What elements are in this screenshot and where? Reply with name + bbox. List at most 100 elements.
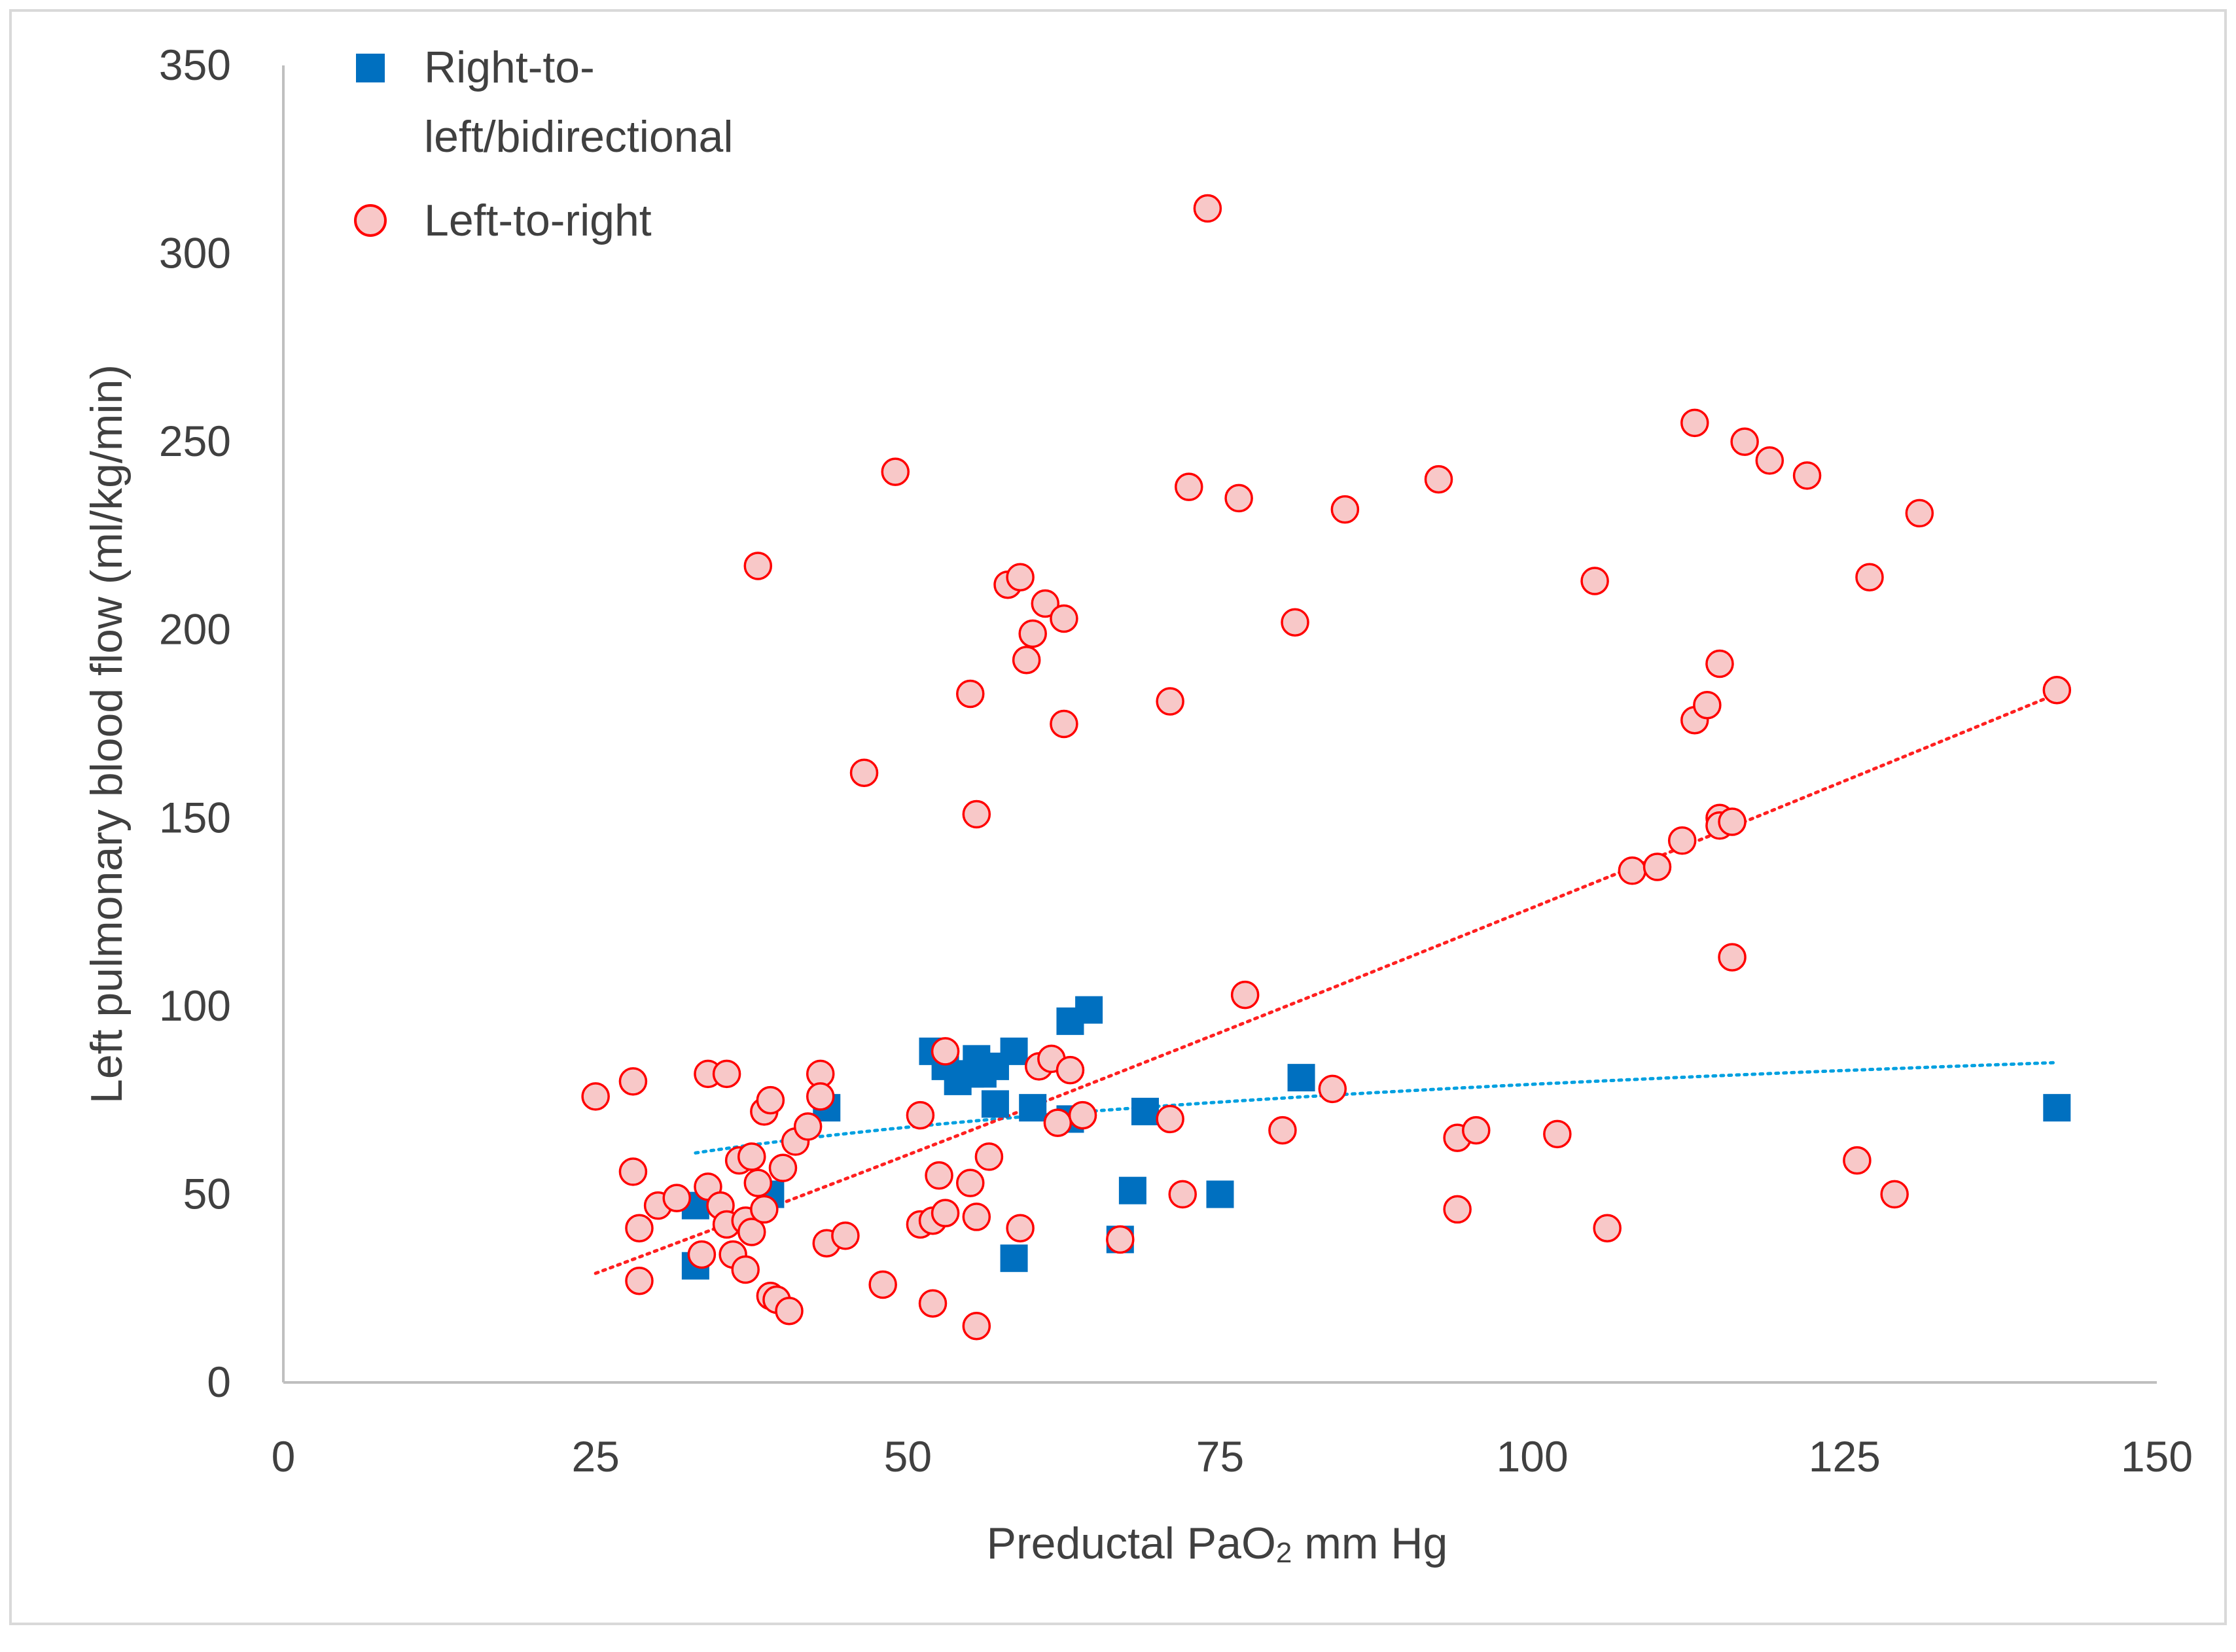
data-point-square [1000, 1244, 1028, 1273]
data-point-circle [1043, 1108, 1073, 1137]
data-point-circle [1006, 563, 1035, 591]
data-point-circle [618, 1067, 648, 1096]
legend-marker-square [356, 54, 385, 82]
x-axis-title: Preductal PaO2 mm Hg [987, 1519, 1448, 1569]
x-tick-label: 150 [2121, 1432, 2193, 1481]
data-point-circle [1730, 427, 1759, 456]
data-point-circle [1156, 687, 1184, 716]
data-point-circle [1843, 1146, 1872, 1175]
x-tick-label: 0 [272, 1432, 296, 1481]
data-point-circle [1224, 483, 1253, 513]
data-point-circle [1330, 495, 1360, 524]
data-point-circle [1006, 1214, 1035, 1242]
data-point-square [1075, 996, 1103, 1024]
data-point-circle [906, 1100, 935, 1130]
data-point-circle [1680, 408, 1709, 438]
data-point-circle [1705, 649, 1734, 678]
data-point-square [1131, 1097, 1159, 1125]
data-point-circle [1193, 194, 1222, 223]
data-point-circle [712, 1059, 741, 1089]
y-tick-label: 0 [207, 1358, 231, 1406]
data-point-circle [1012, 645, 1041, 675]
data-point-circle [1168, 1180, 1197, 1209]
data-point-circle [1318, 1074, 1347, 1104]
data-point-circle [1281, 608, 1309, 637]
y-axis-title: Left pulmonary blood flow (ml/kg/min) [82, 364, 132, 1104]
data-point-circle [849, 758, 879, 788]
data-point-square [2043, 1094, 2071, 1122]
data-point-circle [618, 1157, 648, 1186]
x-tick-label: 50 [884, 1432, 932, 1481]
y-tick-label: 50 [183, 1169, 231, 1218]
legend-label-series-2: Left-to-right [424, 196, 652, 245]
data-point-circle [918, 1289, 948, 1318]
data-point-circle [1642, 852, 1672, 881]
data-point-circle [956, 1169, 985, 1197]
data-point-circle [1156, 1104, 1184, 1134]
trendline-series-2 [594, 692, 2059, 1275]
data-point-circle [1618, 856, 1647, 885]
data-point-circle [1718, 943, 1747, 972]
data-point-circle [1018, 619, 1047, 648]
data-point-circle [1068, 1100, 1097, 1130]
data-point-circle [1855, 563, 1884, 591]
data-point-circle [1031, 589, 1060, 618]
axes: 0 25 50 75 100 125 150 0 50 100 150 200 250 300 350 [159, 41, 2193, 1481]
data-point-circle [931, 1037, 960, 1066]
x-tick-label: 125 [1809, 1432, 1881, 1481]
data-point-circle [743, 552, 773, 580]
data-points [581, 194, 2072, 1341]
data-point-circle [962, 1311, 991, 1341]
data-point-circle [1050, 604, 1078, 633]
data-point-circle [1230, 980, 1260, 1010]
data-point-circle [731, 1255, 760, 1284]
data-point-circle [793, 1112, 823, 1141]
data-point-circle [687, 1240, 717, 1269]
data-point-circle [1462, 1116, 1491, 1145]
data-point-circle [775, 1296, 804, 1326]
legend-label-series-1-line-1: Right-to- [424, 43, 595, 92]
data-point-square [1287, 1064, 1315, 1092]
data-point-circle [1718, 807, 1747, 836]
data-point-circle [881, 457, 910, 486]
data-point-circle [1755, 446, 1784, 475]
data-point-circle [1175, 472, 1203, 501]
data-point-circle [931, 1199, 960, 1227]
data-point-square [1000, 1037, 1028, 1065]
data-point-circle [1050, 709, 1078, 739]
legend: Right-to- left/bidirectional Left-to-rig… [354, 43, 733, 245]
y-tick-label: 200 [159, 605, 231, 654]
data-point-circle [1792, 461, 1822, 490]
data-point-circle [1880, 1180, 1909, 1209]
data-point-circle [1056, 1055, 1085, 1085]
legend-marker-circle [354, 204, 387, 237]
y-tick-label: 300 [159, 229, 231, 277]
data-point-circle [962, 800, 991, 829]
data-point-circle [768, 1153, 798, 1182]
x-tick-label: 75 [1196, 1432, 1244, 1481]
data-point-circle [868, 1270, 897, 1299]
data-point-circle [737, 1218, 766, 1246]
data-point-circle [1580, 567, 1609, 595]
data-point-circle [1593, 1214, 1622, 1242]
data-point-circle [1443, 1195, 1472, 1224]
legend-label-series-1-line-2: left/bidirectional [424, 112, 733, 162]
data-point-circle [737, 1142, 766, 1171]
data-point-square [1206, 1180, 1234, 1208]
data-point-circle [750, 1195, 779, 1224]
data-point-circle [625, 1214, 654, 1242]
data-point-circle [756, 1085, 785, 1115]
data-point-circle [1543, 1119, 1572, 1149]
data-point-circle [2042, 675, 2072, 705]
data-point-circle [1106, 1225, 1135, 1254]
data-point-square [981, 1090, 1009, 1118]
data-point-circle [925, 1161, 953, 1190]
data-point-circle [1424, 465, 1453, 494]
chart-area-border [9, 9, 2227, 1625]
data-point-circle [1693, 690, 1722, 720]
data-point-square [1019, 1094, 1047, 1122]
x-tick-label: 25 [571, 1432, 619, 1481]
x-tick-label: 100 [1497, 1432, 1569, 1481]
